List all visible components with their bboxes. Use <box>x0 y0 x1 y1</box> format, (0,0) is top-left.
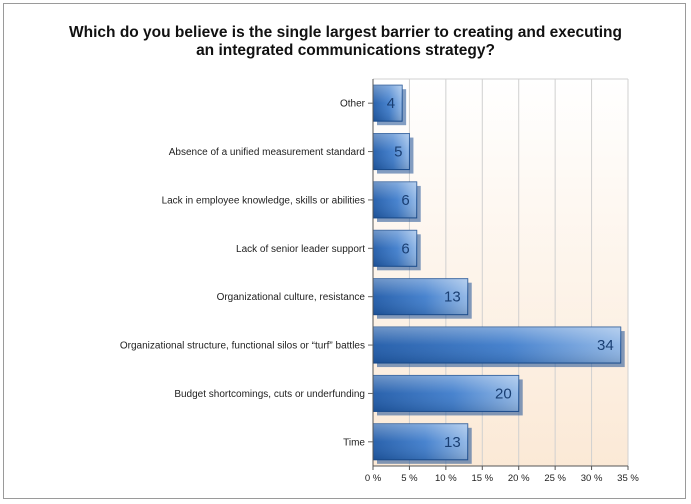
category-label: Time <box>343 437 365 448</box>
axes: 0 % 5 % 10 % 15 % 20 % 25 % 30 % 35 % <box>365 79 639 484</box>
bars <box>372 84 625 464</box>
bar <box>372 181 421 222</box>
category-label: Other <box>340 99 366 110</box>
bar-shine <box>373 423 468 460</box>
bar <box>372 229 421 271</box>
bar <box>372 84 407 126</box>
bar-shine <box>373 278 468 315</box>
bar <box>372 374 523 416</box>
bar <box>372 326 625 368</box>
category-label: Absence of a unified measurement standar… <box>169 147 365 158</box>
bar-shine <box>373 375 519 412</box>
bar-shine <box>373 230 417 267</box>
x-tick-label: 0 % <box>365 473 382 484</box>
x-tick-label: 25 % <box>544 473 566 484</box>
category-label: Organizational culture, resistance <box>217 292 366 303</box>
data-label: 5 <box>394 144 402 161</box>
x-tick-label: 10 % <box>435 473 457 484</box>
bar-shine <box>373 85 403 122</box>
chart-title: Which do you believe is the single large… <box>4 24 687 60</box>
x-tick-label: 15 % <box>471 473 493 484</box>
category-label: Organizational structure, functional sil… <box>120 341 365 352</box>
category-label: Lack in employee knowledge, skills or ab… <box>162 195 365 206</box>
bar-shine <box>373 133 410 170</box>
data-label: 13 <box>444 289 461 306</box>
bar <box>372 423 472 464</box>
x-tick-label: 30 % <box>581 473 603 484</box>
category-label: Lack of senior leader support <box>236 244 365 255</box>
category-label: Budget shortcomings, cuts or underfundin… <box>174 389 365 400</box>
x-tick-label: 5 % <box>401 473 418 484</box>
data-label: 13 <box>444 434 461 451</box>
data-label: 4 <box>387 95 395 112</box>
labels: 4 Other 5 Absence of a unified measurement … <box>120 95 614 451</box>
bar-shine <box>373 327 621 364</box>
bar-shine <box>373 181 417 218</box>
x-tick-label: 35 % <box>617 473 639 484</box>
data-label: 6 <box>401 240 409 257</box>
bar <box>372 278 472 319</box>
data-label: 6 <box>401 192 409 209</box>
x-tick-label: 20 % <box>508 473 530 484</box>
chart-title-line-2: an integrated communications strategy? <box>196 42 495 59</box>
bar <box>372 133 414 174</box>
data-label: 34 <box>597 337 614 354</box>
chart-title-line-1: Which do you believe is the single large… <box>69 24 622 41</box>
data-label: 20 <box>495 385 512 402</box>
